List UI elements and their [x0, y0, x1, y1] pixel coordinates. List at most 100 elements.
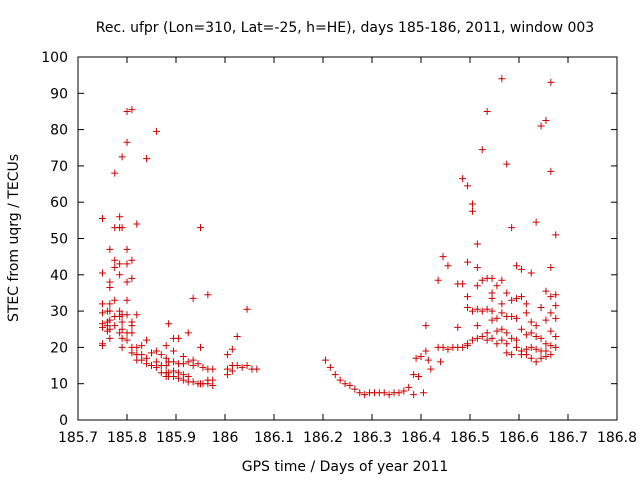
data-point	[204, 291, 212, 299]
data-point	[170, 372, 178, 380]
data-point	[493, 314, 501, 322]
data-point	[498, 300, 506, 308]
data-point	[197, 224, 204, 232]
data-point	[473, 240, 481, 248]
data-point	[243, 305, 251, 313]
data-point	[133, 343, 141, 351]
data-point	[522, 351, 530, 359]
data-point	[424, 356, 432, 364]
data-point	[419, 389, 427, 397]
data-point	[483, 305, 491, 313]
data-point	[527, 343, 535, 351]
axis-ticks: 185.7 185.8 185.9 186 186.1 186.2 186.3 186.4 18…	[41, 50, 637, 446]
data-point	[106, 245, 114, 253]
data-point	[123, 296, 131, 304]
data-point	[422, 322, 430, 330]
data-point	[542, 340, 550, 348]
data-point	[552, 343, 560, 351]
x-tick-label: 186.8	[597, 430, 637, 446]
data-point	[123, 138, 131, 146]
data-point	[503, 340, 511, 348]
data-point	[128, 274, 136, 282]
data-point	[517, 265, 525, 273]
data-point	[174, 374, 182, 382]
data-point	[439, 343, 447, 351]
y-tick-label: 90	[50, 86, 68, 102]
x-tick-label: 186.1	[254, 430, 294, 446]
data-point	[503, 289, 511, 297]
data-point	[483, 329, 491, 337]
data-point	[542, 287, 550, 295]
data-point	[138, 356, 146, 364]
data-point	[118, 325, 126, 333]
data-point	[444, 262, 452, 270]
data-point	[111, 169, 119, 177]
y-tick-label: 100	[41, 50, 68, 66]
data-point	[513, 343, 521, 351]
data-point	[517, 293, 525, 301]
data-point	[522, 331, 530, 339]
data-point	[483, 107, 491, 115]
data-point	[468, 307, 476, 315]
data-point	[162, 342, 170, 350]
data-point	[542, 316, 550, 324]
data-point	[209, 382, 217, 390]
data-point	[454, 323, 462, 331]
data-point	[473, 305, 481, 313]
data-point	[527, 269, 535, 277]
data-point	[415, 372, 423, 380]
data-point	[547, 351, 555, 359]
data-point	[488, 294, 496, 302]
data-point	[422, 347, 430, 355]
data-point	[194, 360, 202, 368]
data-point	[552, 231, 560, 239]
data-point	[547, 309, 555, 317]
data-point	[106, 334, 114, 342]
data-point	[199, 363, 207, 371]
data-point	[99, 323, 106, 331]
data-point	[111, 296, 119, 304]
y-tick-label: 10	[50, 377, 68, 393]
data-point	[99, 309, 106, 317]
data-point	[116, 271, 124, 279]
data-point	[508, 296, 516, 304]
data-point	[488, 334, 496, 342]
x-tick-label: 186	[212, 430, 239, 446]
data-point	[111, 322, 119, 330]
data-point	[106, 284, 114, 292]
data-point	[170, 358, 178, 366]
data-point	[532, 333, 540, 341]
data-point	[468, 200, 476, 208]
data-point	[552, 314, 560, 322]
data-point	[532, 358, 540, 366]
data-point	[123, 260, 131, 268]
data-point	[478, 307, 486, 315]
data-point	[439, 253, 447, 261]
data-point	[417, 352, 425, 360]
data-point	[133, 311, 141, 319]
data-point	[380, 389, 388, 397]
data-point	[128, 349, 136, 357]
data-point	[111, 264, 119, 272]
data-point	[473, 322, 481, 330]
data-point	[552, 302, 560, 310]
data-points	[99, 75, 560, 399]
data-point	[493, 327, 501, 335]
data-point	[537, 334, 545, 342]
data-point	[118, 318, 126, 326]
data-point	[410, 371, 418, 379]
data-point	[118, 343, 126, 351]
data-point	[128, 106, 136, 114]
data-point	[326, 363, 334, 371]
data-point	[116, 260, 124, 268]
data-point	[223, 351, 231, 359]
data-point	[488, 274, 496, 282]
data-point	[473, 282, 481, 290]
data-point	[152, 127, 160, 135]
data-point	[174, 334, 182, 342]
data-point	[464, 293, 472, 301]
data-point	[513, 262, 521, 270]
data-point	[468, 336, 476, 344]
x-tick-label: 186.2	[303, 430, 343, 446]
data-point	[459, 343, 467, 351]
